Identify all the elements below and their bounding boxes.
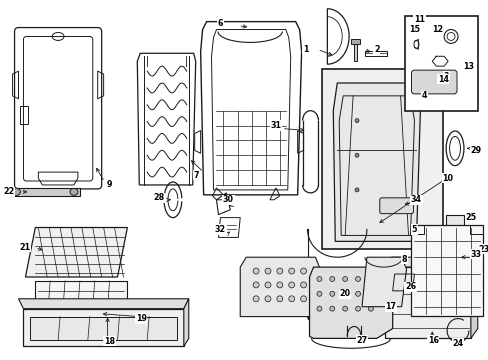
- Ellipse shape: [342, 276, 347, 282]
- Polygon shape: [240, 257, 319, 316]
- Bar: [404, 16, 477, 111]
- Ellipse shape: [342, 291, 347, 296]
- Polygon shape: [361, 257, 406, 307]
- Text: 8: 8: [401, 255, 407, 264]
- Bar: [20, 106, 28, 123]
- Text: 12: 12: [431, 25, 442, 34]
- Text: 4: 4: [421, 91, 426, 100]
- Ellipse shape: [342, 306, 347, 311]
- Polygon shape: [23, 309, 183, 346]
- Polygon shape: [470, 257, 477, 338]
- Text: 18: 18: [104, 337, 115, 346]
- Ellipse shape: [276, 296, 282, 302]
- Ellipse shape: [329, 306, 334, 311]
- Polygon shape: [19, 299, 188, 309]
- Text: 26: 26: [404, 282, 415, 291]
- Ellipse shape: [300, 268, 306, 274]
- Ellipse shape: [355, 276, 360, 282]
- Polygon shape: [183, 299, 188, 346]
- Polygon shape: [35, 281, 127, 320]
- Ellipse shape: [253, 282, 259, 288]
- Ellipse shape: [288, 296, 294, 302]
- Text: 25: 25: [465, 213, 475, 222]
- Ellipse shape: [288, 268, 294, 274]
- Ellipse shape: [70, 188, 78, 195]
- Ellipse shape: [276, 268, 282, 274]
- Ellipse shape: [316, 306, 321, 311]
- Ellipse shape: [367, 291, 373, 296]
- Text: 32: 32: [214, 225, 225, 234]
- Text: 24: 24: [451, 339, 463, 348]
- Text: 34: 34: [410, 195, 421, 204]
- Ellipse shape: [264, 296, 270, 302]
- Ellipse shape: [316, 291, 321, 296]
- Text: 3: 3: [443, 72, 448, 81]
- Text: 2: 2: [373, 45, 379, 54]
- Ellipse shape: [264, 282, 270, 288]
- Ellipse shape: [367, 276, 373, 282]
- Text: 17: 17: [385, 302, 395, 311]
- Ellipse shape: [354, 153, 358, 157]
- Polygon shape: [353, 40, 356, 61]
- Ellipse shape: [300, 282, 306, 288]
- Text: 28: 28: [153, 193, 164, 202]
- Ellipse shape: [253, 296, 259, 302]
- Polygon shape: [384, 257, 477, 267]
- Text: 13: 13: [463, 62, 473, 71]
- Text: 6: 6: [217, 19, 223, 28]
- Polygon shape: [30, 316, 177, 340]
- Text: 9: 9: [106, 180, 112, 189]
- Polygon shape: [25, 228, 127, 277]
- Ellipse shape: [9, 188, 20, 196]
- Polygon shape: [384, 267, 470, 338]
- Polygon shape: [309, 267, 392, 338]
- Text: 14: 14: [437, 75, 448, 84]
- Text: 16: 16: [427, 336, 438, 345]
- Text: 1: 1: [302, 45, 308, 54]
- Ellipse shape: [367, 306, 373, 311]
- Polygon shape: [350, 40, 359, 44]
- Bar: [322, 69, 442, 249]
- Text: 21: 21: [19, 243, 30, 252]
- Ellipse shape: [288, 282, 294, 288]
- Ellipse shape: [276, 282, 282, 288]
- Polygon shape: [9, 188, 80, 196]
- Text: 30: 30: [223, 195, 233, 204]
- FancyBboxPatch shape: [410, 70, 456, 94]
- Text: 29: 29: [469, 146, 480, 155]
- Ellipse shape: [354, 188, 358, 192]
- Ellipse shape: [253, 268, 259, 274]
- Ellipse shape: [355, 306, 360, 311]
- Text: 20: 20: [339, 289, 350, 298]
- Ellipse shape: [354, 119, 358, 123]
- Text: 31: 31: [270, 121, 281, 130]
- Ellipse shape: [264, 268, 270, 274]
- Polygon shape: [333, 83, 420, 241]
- Text: 15: 15: [408, 25, 419, 34]
- Text: 5: 5: [411, 225, 416, 234]
- Ellipse shape: [300, 296, 306, 302]
- Ellipse shape: [329, 276, 334, 282]
- Text: 27: 27: [356, 336, 367, 345]
- Text: 23: 23: [477, 245, 488, 254]
- Text: 22: 22: [3, 187, 14, 196]
- Ellipse shape: [316, 276, 321, 282]
- Ellipse shape: [355, 291, 360, 296]
- Polygon shape: [445, 215, 463, 239]
- Text: 11: 11: [413, 15, 424, 24]
- Text: 7: 7: [194, 171, 199, 180]
- FancyBboxPatch shape: [379, 198, 413, 213]
- Ellipse shape: [329, 291, 334, 296]
- Bar: [410, 225, 482, 316]
- Text: 10: 10: [442, 174, 453, 183]
- Text: 33: 33: [469, 250, 480, 259]
- Text: 19: 19: [136, 314, 146, 323]
